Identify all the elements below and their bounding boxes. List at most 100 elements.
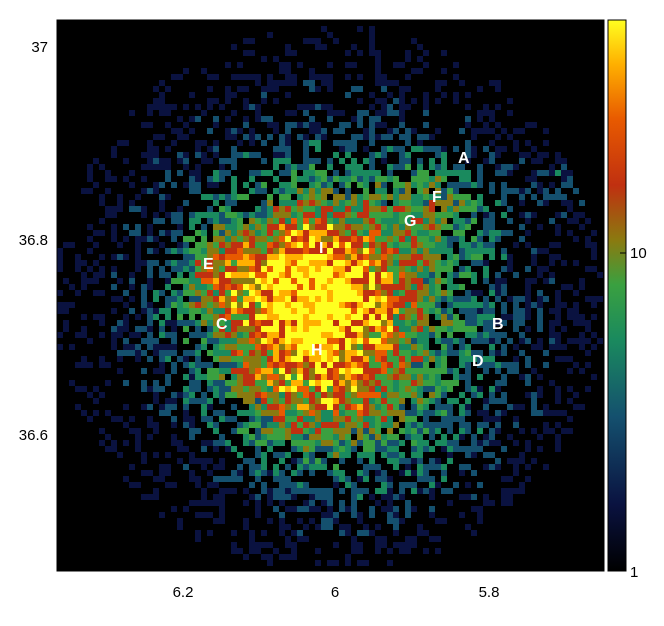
emission-pixel bbox=[177, 158, 183, 164]
emission-pixel bbox=[399, 452, 405, 458]
emission-pixel bbox=[417, 452, 423, 458]
emission-pixel bbox=[381, 296, 387, 302]
emission-pixel bbox=[369, 236, 375, 242]
emission-pixel bbox=[375, 314, 381, 320]
emission-pixel bbox=[315, 86, 321, 92]
emission-pixel bbox=[543, 278, 549, 284]
emission-pixel bbox=[375, 410, 381, 416]
emission-pixel bbox=[333, 170, 339, 176]
emission-pixel bbox=[501, 362, 507, 368]
emission-pixel bbox=[255, 206, 261, 212]
emission-pixel bbox=[393, 512, 399, 518]
emission-pixel bbox=[375, 344, 381, 350]
emission-pixel bbox=[285, 422, 291, 428]
emission-pixel bbox=[465, 380, 471, 386]
emission-pixel bbox=[429, 392, 435, 398]
emission-pixel bbox=[213, 482, 219, 488]
emission-pixel bbox=[171, 416, 177, 422]
emission-pixel bbox=[417, 68, 423, 74]
emission-pixel bbox=[369, 530, 375, 536]
emission-pixel bbox=[537, 182, 543, 188]
emission-pixel bbox=[327, 188, 333, 194]
emission-pixel bbox=[513, 458, 519, 464]
emission-pixel bbox=[201, 308, 207, 314]
emission-pixel bbox=[309, 128, 315, 134]
emission-pixel bbox=[321, 176, 327, 182]
emission-pixel bbox=[345, 476, 351, 482]
emission-pixel bbox=[339, 194, 345, 200]
emission-pixel bbox=[321, 278, 327, 284]
emission-pixel bbox=[453, 272, 459, 278]
emission-pixel bbox=[261, 56, 267, 62]
emission-pixel bbox=[369, 350, 375, 356]
emission-pixel bbox=[171, 74, 177, 80]
emission-pixel bbox=[375, 272, 381, 278]
emission-pixel bbox=[87, 416, 93, 422]
emission-pixel bbox=[507, 110, 513, 116]
emission-pixel bbox=[357, 374, 363, 380]
emission-pixel bbox=[279, 494, 285, 500]
emission-pixel bbox=[501, 344, 507, 350]
emission-pixel bbox=[267, 518, 273, 524]
emission-pixel bbox=[447, 410, 453, 416]
emission-pixel bbox=[363, 146, 369, 152]
emission-pixel bbox=[417, 248, 423, 254]
emission-pixel bbox=[369, 410, 375, 416]
emission-pixel bbox=[111, 152, 117, 158]
emission-pixel bbox=[447, 350, 453, 356]
emission-pixel bbox=[297, 284, 303, 290]
emission-pixel bbox=[63, 320, 69, 326]
emission-pixel bbox=[201, 332, 207, 338]
emission-pixel bbox=[381, 122, 387, 128]
emission-pixel bbox=[459, 224, 465, 230]
emission-pixel bbox=[417, 176, 423, 182]
emission-pixel bbox=[423, 212, 429, 218]
emission-pixel bbox=[555, 254, 561, 260]
emission-pixel bbox=[327, 320, 333, 326]
emission-pixel bbox=[435, 194, 441, 200]
emission-pixel bbox=[369, 440, 375, 446]
emission-pixel bbox=[363, 410, 369, 416]
emission-pixel bbox=[549, 170, 555, 176]
emission-pixel bbox=[165, 272, 171, 278]
emission-pixel bbox=[309, 380, 315, 386]
emission-pixel bbox=[411, 332, 417, 338]
emission-pixel bbox=[579, 368, 585, 374]
emission-pixel bbox=[261, 440, 267, 446]
emission-pixel bbox=[495, 380, 501, 386]
emission-pixel bbox=[399, 86, 405, 92]
emission-pixel bbox=[309, 440, 315, 446]
emission-pixel bbox=[441, 188, 447, 194]
emission-pixel bbox=[441, 404, 447, 410]
emission-pixel bbox=[285, 338, 291, 344]
emission-pixel bbox=[531, 392, 537, 398]
emission-pixel bbox=[153, 98, 159, 104]
emission-pixel bbox=[321, 80, 327, 86]
emission-pixel bbox=[111, 266, 117, 272]
emission-pixel bbox=[177, 212, 183, 218]
emission-pixel bbox=[273, 98, 279, 104]
emission-pixel bbox=[267, 332, 273, 338]
emission-pixel bbox=[213, 500, 219, 506]
emission-pixel bbox=[201, 362, 207, 368]
emission-pixel bbox=[255, 302, 261, 308]
emission-pixel bbox=[393, 212, 399, 218]
emission-pixel bbox=[453, 74, 459, 80]
emission-pixel bbox=[375, 302, 381, 308]
emission-pixel bbox=[531, 410, 537, 416]
emission-pixel bbox=[381, 188, 387, 194]
emission-pixel bbox=[225, 488, 231, 494]
emission-pixel bbox=[471, 338, 477, 344]
emission-pixel bbox=[495, 410, 501, 416]
y-tick-label: 36.8 bbox=[19, 232, 48, 249]
emission-pixel bbox=[489, 80, 495, 86]
emission-pixel bbox=[441, 80, 447, 86]
emission-pixel bbox=[363, 446, 369, 452]
emission-pixel bbox=[249, 230, 255, 236]
emission-pixel bbox=[291, 314, 297, 320]
emission-pixel bbox=[423, 464, 429, 470]
emission-pixel bbox=[585, 266, 591, 272]
emission-pixel bbox=[501, 380, 507, 386]
emission-pixel bbox=[195, 254, 201, 260]
emission-pixel bbox=[303, 506, 309, 512]
